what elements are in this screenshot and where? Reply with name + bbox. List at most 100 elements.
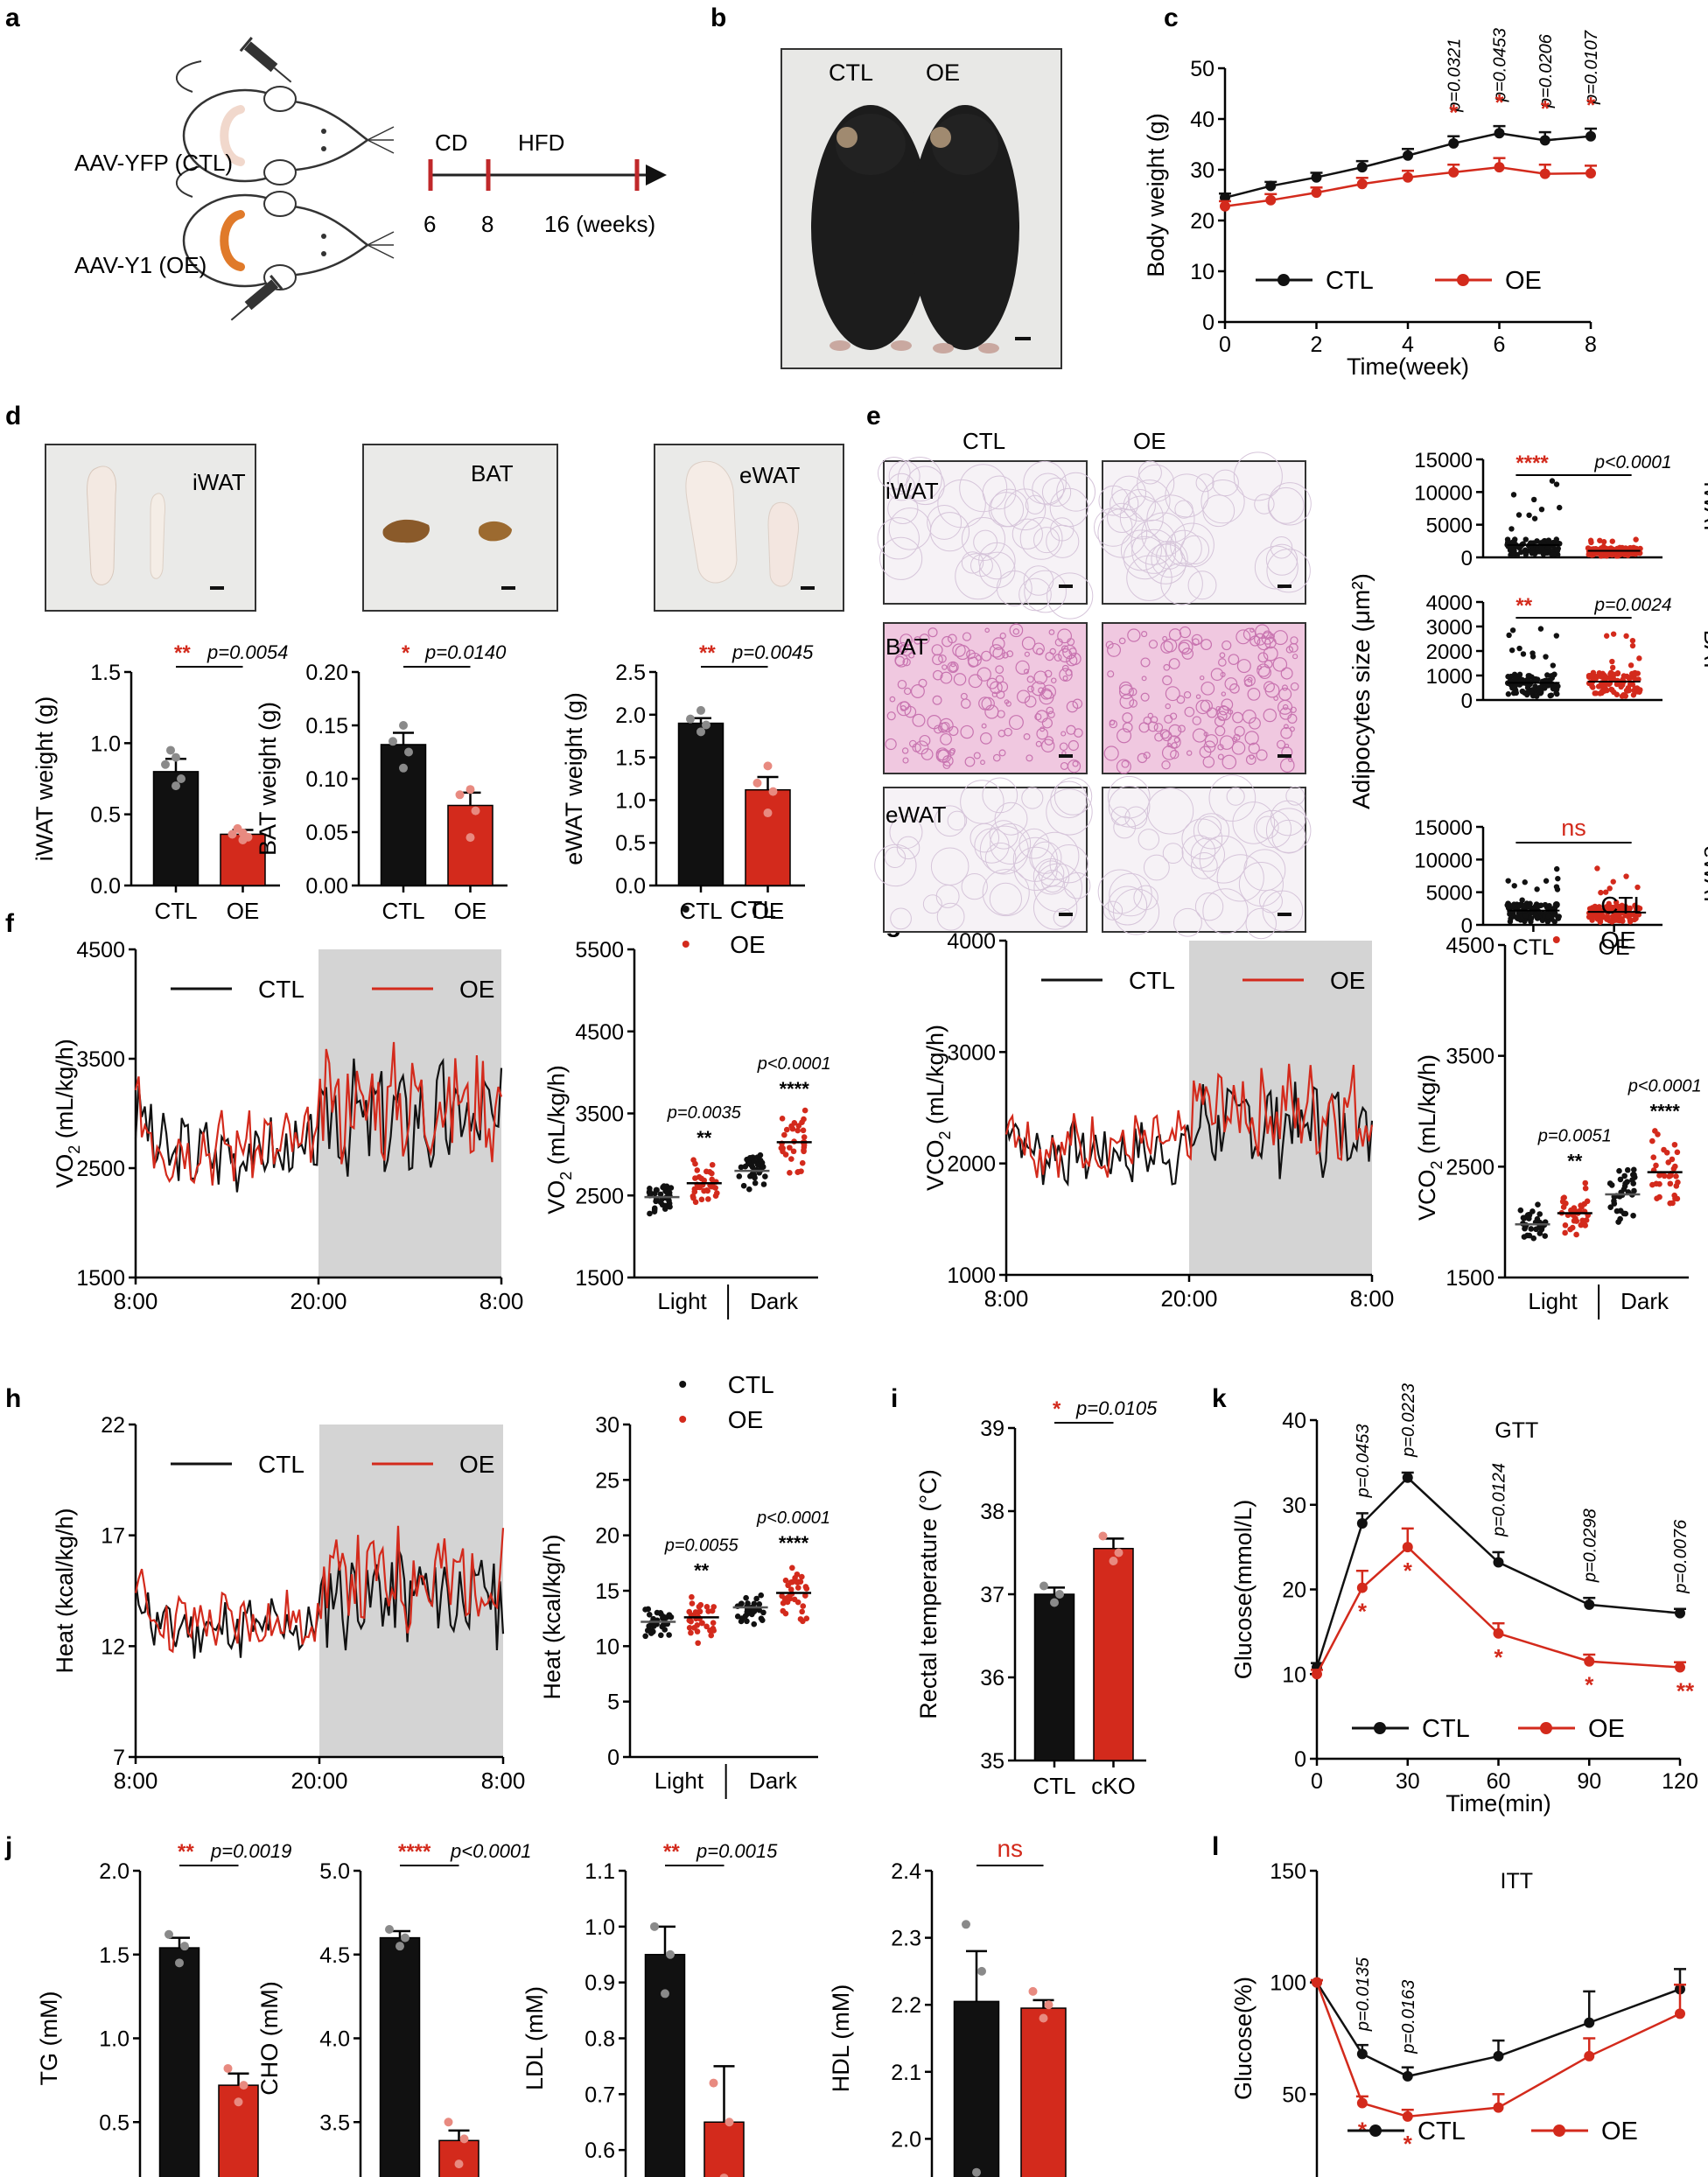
y-tick-label: 2000 [947, 1152, 996, 1177]
data-point [1600, 539, 1607, 545]
cell-outline [1046, 572, 1094, 620]
cell-outline [1131, 528, 1177, 574]
series-line-ctl [1224, 131, 1592, 200]
y-tick-label: 0.00 [305, 874, 348, 899]
cell-outline [1181, 818, 1223, 860]
data-point [1620, 673, 1628, 679]
data-point [228, 830, 237, 839]
x-tick-label: 8:00 [480, 1288, 524, 1314]
y-tick-label: 20 [1282, 1578, 1306, 1603]
data-point [1516, 512, 1522, 518]
data-point [401, 1933, 410, 1942]
cell-outline [1122, 722, 1133, 733]
data-point [794, 1585, 802, 1591]
sig-stars: ns [1561, 815, 1586, 841]
cell-outline [1107, 502, 1138, 533]
data-point [1582, 1185, 1589, 1192]
data-point [1508, 903, 1516, 909]
cell-outline [1270, 536, 1293, 559]
legend-label: CTL [730, 896, 776, 923]
cell-outline [1253, 809, 1292, 849]
x-tick-label: 8:00 [114, 1768, 158, 1794]
cell-outline [1265, 543, 1298, 576]
y-tick-label: 0.5 [90, 803, 121, 828]
cell-outline [1113, 888, 1160, 935]
cell-outline [1234, 725, 1245, 737]
data-point [797, 1578, 804, 1585]
data-point [1402, 1472, 1413, 1483]
y-axis-label: LDL (mM) [522, 1986, 548, 2090]
cell-outline [1118, 681, 1133, 696]
cell-outline [1033, 863, 1083, 913]
cell-outline [1186, 750, 1193, 756]
data-point [646, 1612, 653, 1618]
cell-outline [1033, 670, 1048, 685]
data-point [1544, 919, 1551, 925]
p-value: p<0.0001 [1593, 452, 1671, 472]
cell-outline [1257, 652, 1269, 663]
y-tick-label: 3.5 [319, 2110, 350, 2135]
data-point [692, 1175, 698, 1181]
x-tick-label: 60 [1487, 1769, 1511, 1794]
y-tick-label: 1.5 [90, 661, 121, 685]
data-point [1493, 1557, 1504, 1568]
cell-outline [1060, 731, 1067, 737]
cell-outline [1038, 687, 1045, 694]
cell-outline [1233, 452, 1283, 501]
cell-outline [1242, 709, 1256, 724]
cell-outline [1002, 652, 1009, 659]
p-value: p=0.0140 [424, 641, 507, 663]
y-tick-label: 10 [1190, 260, 1214, 284]
histo-col-oe: OE [1133, 428, 1166, 454]
data-point [648, 1628, 654, 1635]
y-tick-label: 36 [980, 1666, 1004, 1690]
data-point [1553, 536, 1560, 542]
data-point [1520, 541, 1526, 547]
data-point [1667, 1172, 1674, 1179]
data-point [801, 1116, 807, 1123]
cell-outline [975, 654, 982, 662]
cell-outline [1109, 719, 1118, 729]
cell-outline [1165, 686, 1180, 702]
cell-outline [1018, 828, 1050, 859]
data-point [1535, 545, 1541, 551]
cell-outline [1141, 630, 1148, 638]
data-point [709, 1607, 716, 1614]
data-point [164, 1929, 173, 1939]
y-tick-label: 0.15 [305, 714, 348, 738]
panel-d-photos: iWAT BAT eWAT [45, 444, 844, 612]
data-point [1610, 878, 1616, 885]
cell-outline [1184, 706, 1195, 718]
cell-outline [1138, 829, 1160, 850]
sig-stars: * [1053, 1397, 1061, 1421]
cell-outline [1279, 758, 1295, 773]
data-point [690, 1193, 696, 1200]
y-tick-label: 30 [595, 1413, 620, 1438]
cell-outline [888, 508, 932, 550]
cell-outline [1163, 663, 1171, 671]
cell-outline [1271, 819, 1306, 854]
cell-outline [1232, 736, 1238, 743]
cell-outline [1026, 676, 1034, 683]
cell-outline [1242, 627, 1256, 640]
data-point [1518, 676, 1524, 682]
cell-outline [1245, 754, 1256, 766]
cell-outline [941, 721, 950, 732]
cell-outline [1023, 460, 1067, 505]
cell-outline [1210, 668, 1224, 682]
y-tick-label: 1000 [1426, 665, 1473, 689]
cell-outline [1195, 473, 1214, 493]
data-point [1625, 552, 1631, 558]
cell-outline [1140, 657, 1151, 668]
cell-outline [1140, 692, 1150, 702]
data-point [1656, 1194, 1662, 1200]
sig-stars: **** [398, 1840, 431, 1864]
data-point [657, 1191, 664, 1198]
y-tick-label: 2.3 [891, 1927, 921, 1951]
legend-label: OE [1600, 927, 1635, 954]
data-point [762, 1173, 768, 1180]
cell-outline [1200, 681, 1215, 696]
data-point [1513, 690, 1519, 696]
cell-outline [903, 687, 912, 696]
